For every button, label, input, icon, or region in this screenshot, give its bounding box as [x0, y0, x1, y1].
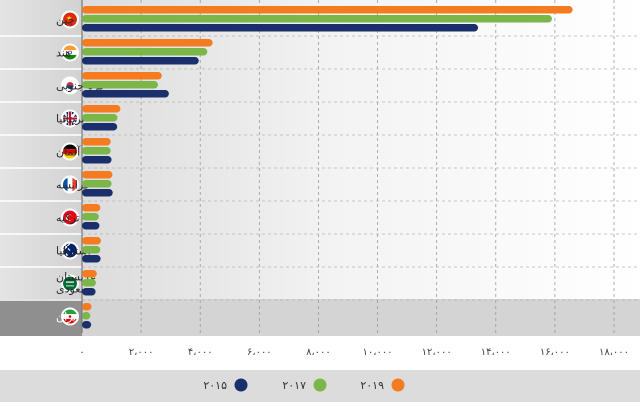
x-tick-label: ۲،۰۰۰ [129, 347, 154, 358]
bar-۲۰۱۵-6 [82, 222, 100, 230]
category-label: ایران [56, 311, 79, 324]
category-label: آلمان [56, 145, 81, 159]
bar-۲۰۱۵-1 [82, 57, 199, 65]
bar-۲۰۱۹-4 [82, 138, 111, 146]
x-tick-label: ۱۴،۰۰۰ [481, 347, 511, 358]
bar-۲۰۱۵-7 [82, 255, 101, 263]
highlight-row-band [0, 299, 640, 336]
bar-۲۰۱۵-5 [82, 189, 113, 197]
x-tick-label: ۰ [79, 347, 84, 358]
category-label: چین [56, 14, 75, 27]
bar-۲۰۱۷-4 [82, 147, 111, 155]
bar-۲۰۱۷-8 [82, 279, 96, 287]
iran-flag-icon [63, 309, 77, 324]
category-label: فرانسه [56, 179, 89, 192]
bar-۲۰۱۹-2 [82, 72, 162, 80]
legend-label: ۲۰۱۷ [282, 379, 306, 392]
bar-۲۰۱۷-9 [82, 312, 91, 320]
bar-۲۰۱۷-0 [82, 15, 552, 23]
bar-۲۰۱۷-7 [82, 246, 101, 254]
india-flag-icon [63, 45, 77, 60]
category-label: بریتانیا [56, 113, 85, 126]
saudi-arabia-flag-icon [63, 276, 77, 291]
bar-۲۰۱۵-2 [82, 90, 169, 98]
bar-۲۰۱۷-6 [82, 213, 99, 221]
legend-label: ۲۰۱۹ [360, 379, 384, 392]
uk-flag-icon [63, 111, 77, 126]
legend-swatch [313, 378, 327, 392]
bar-۲۰۱۵-4 [82, 156, 112, 164]
category-label: هند [56, 47, 71, 60]
bar-۲۰۱۵-3 [82, 123, 118, 131]
south-korea-flag-icon [63, 78, 77, 93]
bar-۲۰۱۹-8 [82, 270, 97, 278]
category-label: استرالیا [56, 245, 91, 258]
bar-۲۰۱۹-3 [82, 105, 121, 113]
legend-swatch [234, 378, 248, 392]
bar-۲۰۱۷-2 [82, 81, 158, 89]
x-tick-label: ۱۰،۰۰۰ [363, 347, 393, 358]
bar-۲۰۱۷-1 [82, 48, 208, 56]
x-tick-label: ۱۲،۰۰۰ [422, 347, 452, 358]
france-flag-icon [63, 177, 77, 192]
bar-۲۰۱۹-1 [82, 39, 213, 47]
bar-۲۰۱۵-9 [82, 321, 92, 329]
legend-swatch [391, 378, 405, 392]
bar-۲۰۱۹-5 [82, 171, 113, 179]
category-label: ترکیه [56, 212, 80, 225]
x-tick-label: ۴،۰۰۰ [188, 347, 213, 358]
x-tick-label: ۱۶،۰۰۰ [540, 347, 570, 358]
bar-۲۰۱۹-7 [82, 237, 101, 245]
australia-flag-icon [63, 243, 77, 258]
turkey-flag-icon [63, 210, 77, 225]
bar-۲۰۱۷-5 [82, 180, 112, 188]
germany-flag-icon [63, 144, 77, 159]
legend-label: ۲۰۱۵ [203, 379, 227, 392]
bar-۲۰۱۵-0 [82, 24, 479, 32]
bar-۲۰۱۵-8 [82, 288, 96, 296]
bar-۲۰۱۹-0 [82, 6, 573, 14]
bar-۲۰۱۹-6 [82, 204, 101, 212]
bar-۲۰۱۹-9 [82, 303, 92, 311]
svg-text:★: ★ [66, 15, 72, 23]
bar-۲۰۱۷-3 [82, 114, 118, 122]
x-tick-label: ۸،۰۰۰ [306, 347, 331, 358]
x-tick-label: ۶،۰۰۰ [247, 347, 272, 358]
category-label-line: سعودی [56, 283, 90, 296]
china-flag-icon: ★ [63, 12, 77, 27]
x-tick-label: ۱۸،۰۰۰ [599, 347, 629, 358]
